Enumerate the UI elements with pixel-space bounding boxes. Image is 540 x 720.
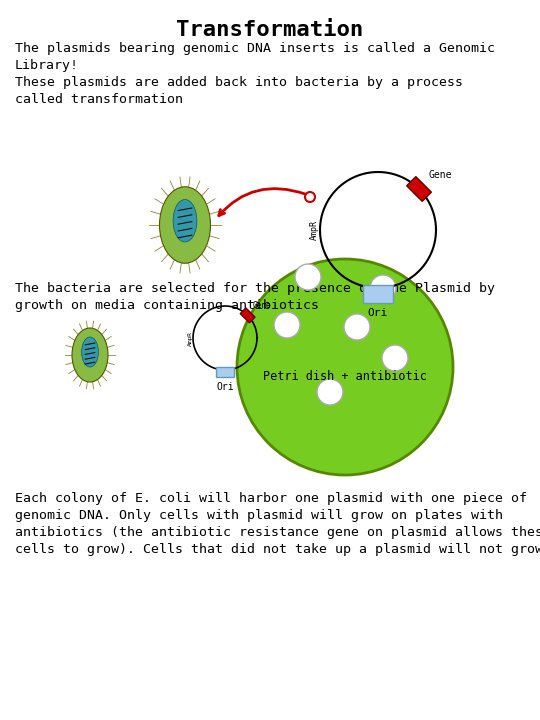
Text: AmpR: AmpR — [309, 220, 319, 240]
Ellipse shape — [159, 186, 211, 264]
Text: Ori: Ori — [368, 308, 388, 318]
Text: The bacteria are selected for the presence of the Plasmid by
growth on media con: The bacteria are selected for the presen… — [15, 282, 495, 312]
Text: Ori: Ori — [216, 382, 234, 392]
Text: Gene: Gene — [428, 170, 451, 180]
Ellipse shape — [82, 337, 98, 367]
Bar — [363, 285, 393, 303]
Text: AmpR: AmpR — [187, 330, 192, 346]
Circle shape — [382, 345, 408, 371]
Circle shape — [237, 259, 453, 475]
Text: Each colony of E. coli will harbor one plasmid with one piece of
genomic DNA. On: Each colony of E. coli will harbor one p… — [15, 492, 540, 556]
Text: The plasmids bearing genomic DNA inserts is called a Genomic
Library!
These plas: The plasmids bearing genomic DNA inserts… — [15, 42, 495, 106]
Circle shape — [317, 379, 343, 405]
Text: Transformation: Transformation — [177, 20, 363, 40]
Text: Gene: Gene — [253, 302, 271, 310]
Polygon shape — [407, 176, 431, 202]
Circle shape — [295, 264, 321, 290]
Circle shape — [370, 275, 396, 301]
Ellipse shape — [173, 199, 197, 242]
Polygon shape — [240, 308, 255, 323]
Circle shape — [274, 312, 300, 338]
Ellipse shape — [72, 328, 108, 382]
Circle shape — [344, 314, 370, 340]
Text: Petri dish + antibiotic: Petri dish + antibiotic — [263, 371, 427, 384]
Bar — [216, 367, 234, 377]
